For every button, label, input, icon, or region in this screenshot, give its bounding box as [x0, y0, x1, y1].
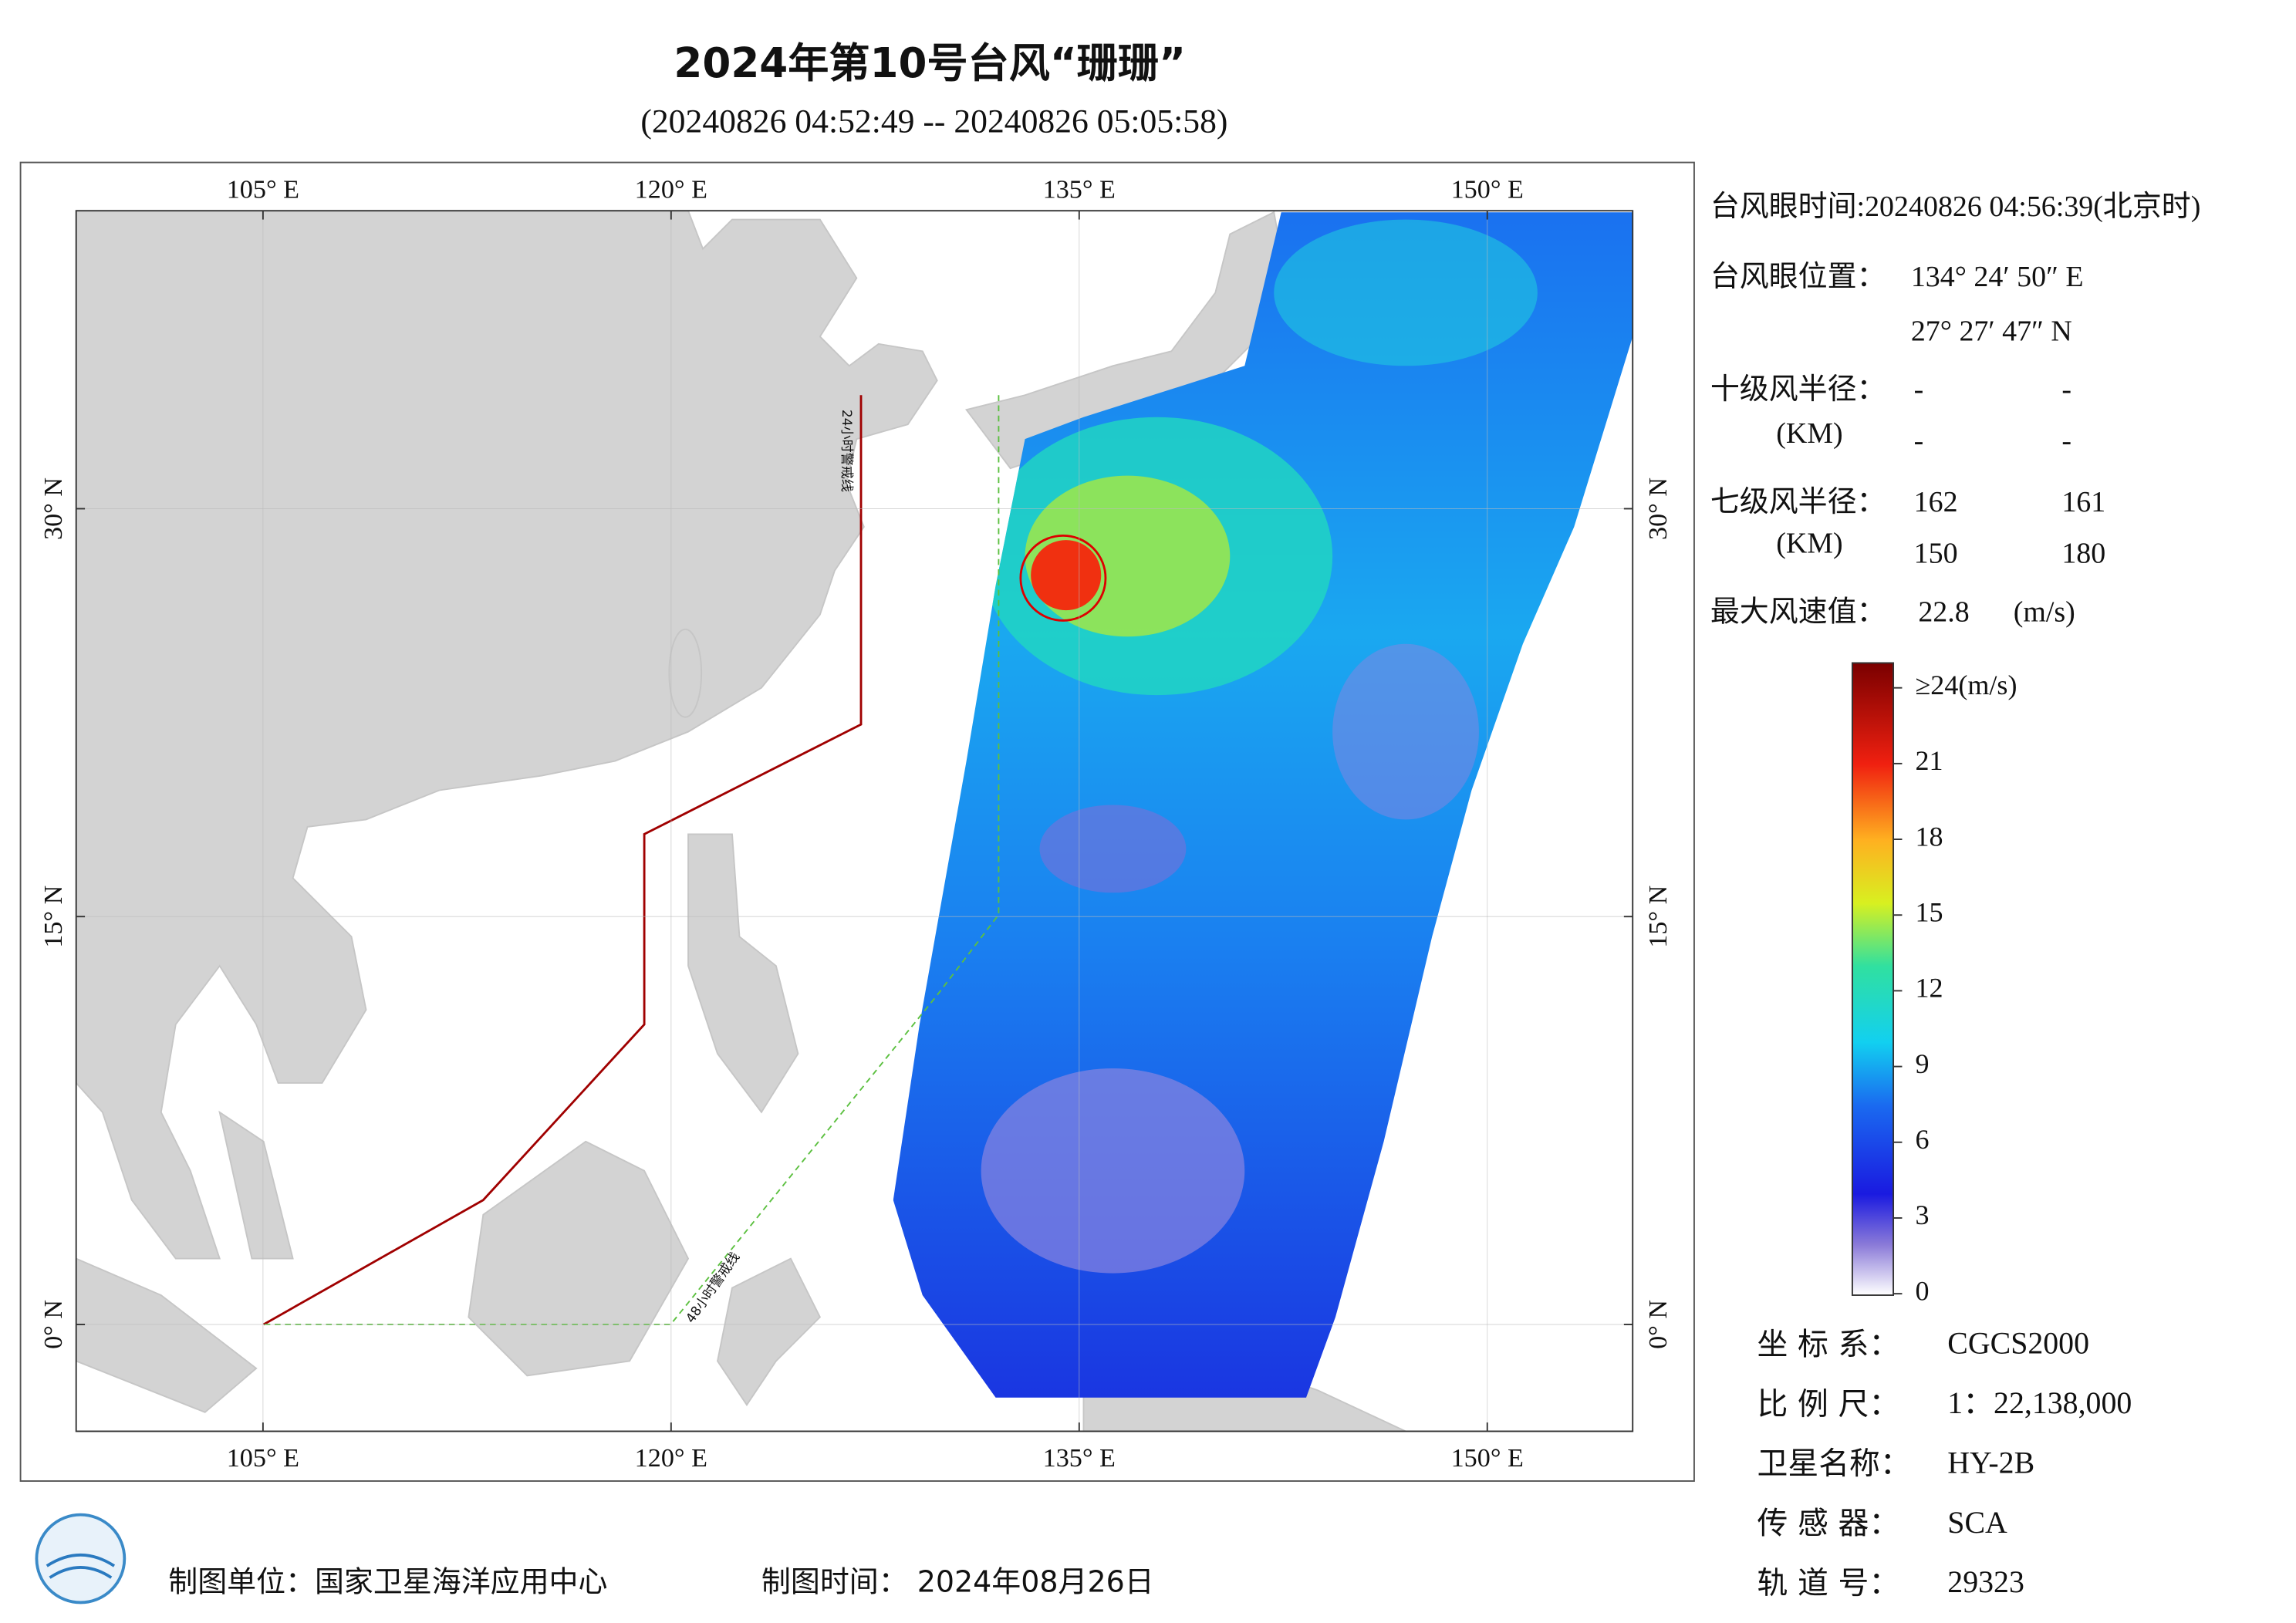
lat-label: 15° N: [39, 886, 68, 948]
colorbar-label: ≥24(m/s): [1916, 670, 2017, 700]
lon-label: 105° E: [227, 175, 299, 204]
typhoon-eye-circle: [1019, 534, 1107, 622]
r7-value: 161: [2061, 486, 2105, 518]
r7-value: 180: [2061, 538, 2105, 570]
meta-value: HY-2B: [1947, 1445, 2034, 1480]
title: 2024年第10号台风“珊珊”: [674, 39, 1186, 87]
lat-label: 15° N: [1644, 886, 1673, 948]
r10-label: 十级风半径：: [1710, 373, 1886, 406]
colorbar: [1851, 662, 1895, 1296]
r7-value: 150: [1914, 538, 1958, 570]
eye-lon: 134° 24′ 50″ E: [1911, 261, 2084, 293]
meta-label: 轨 道 号：: [1757, 1566, 1900, 1601]
lon-label: 135° E: [1043, 175, 1116, 204]
meta-value: CGCS2000: [1947, 1326, 2089, 1361]
meta-value: SCA: [1947, 1505, 2007, 1540]
lon-label: 120° E: [635, 1444, 707, 1473]
r10-value: -: [2061, 373, 2071, 406]
max-wind-unit: (m/s): [2014, 596, 2075, 629]
eye-time: 台风眼时间:20240826 04:56:39(北京时): [1710, 191, 2201, 223]
info-panel: 台风眼时间:20240826 04:56:39(北京时) 台风眼位置： 134°…: [1710, 191, 2201, 629]
subtitle: (20240826 04:52:49 -- 20240826 05:05:58): [640, 103, 1227, 140]
lat-label: 0° N: [1644, 1300, 1673, 1349]
lon-label: 150° E: [1451, 175, 1524, 204]
map-frame: [75, 210, 1634, 1432]
colorbar-label: 0: [1916, 1275, 1930, 1306]
meta-label: 传 感 器：: [1757, 1506, 1900, 1541]
meta-value: 1：22,138,000: [1947, 1385, 2132, 1420]
meta-value: 29323: [1947, 1564, 2024, 1599]
lon-label: 105° E: [227, 1444, 299, 1473]
r10-unit: (KM): [1776, 417, 1842, 450]
r10-value: -: [1914, 425, 1924, 457]
r10-value: -: [1914, 373, 1924, 406]
lon-label: 135° E: [1043, 1444, 1116, 1473]
r7-value: 162: [1914, 486, 1958, 518]
colorbar-label: 12: [1916, 973, 1943, 1004]
colorbar-label: 6: [1916, 1124, 1930, 1155]
footer-time: 制图时间： 2024年08月26日: [761, 1564, 1154, 1598]
meta-label: 坐 标 系：: [1757, 1327, 1900, 1362]
logo-waves: [46, 1553, 116, 1579]
r7-label: 七级风半径：: [1710, 486, 1886, 518]
lon-label: 120° E: [635, 175, 707, 204]
meta-label: 比 例 尺：: [1757, 1386, 1900, 1422]
lat-label: 0° N: [39, 1300, 68, 1349]
logo: [35, 1513, 127, 1604]
lon-label: 150° E: [1451, 1444, 1524, 1473]
lat-label: 30° N: [39, 477, 68, 540]
colorbar-label: 21: [1916, 745, 1943, 776]
eye-position-label: 台风眼位置：: [1710, 261, 1886, 293]
colorbar-label: 15: [1916, 896, 1943, 927]
lat-label: 30° N: [1644, 477, 1673, 540]
r7-unit: (KM): [1776, 527, 1842, 559]
max-wind-label: 最大风速值：: [1710, 596, 1886, 629]
meta-label: 卫星名称：: [1757, 1446, 1911, 1482]
max-wind: 22.8: [1918, 596, 1969, 629]
typhoon-core: [1031, 540, 1102, 611]
colorbar-label: 18: [1916, 821, 1943, 852]
outer-frame: [19, 161, 1695, 1482]
colorbar-label: 9: [1916, 1048, 1930, 1079]
eye-lat: 27° 27′ 47″ N: [1911, 315, 2072, 347]
warning-label-24h: 24小时警戒线: [839, 410, 854, 492]
map-area: [76, 211, 1633, 1432]
colorbar-label: 3: [1916, 1200, 1930, 1230]
footer-unit: 制图单位：国家卫星海洋应用中心: [168, 1564, 607, 1598]
r10-value: -: [2061, 425, 2071, 457]
warning-line-24h: [262, 395, 863, 1326]
